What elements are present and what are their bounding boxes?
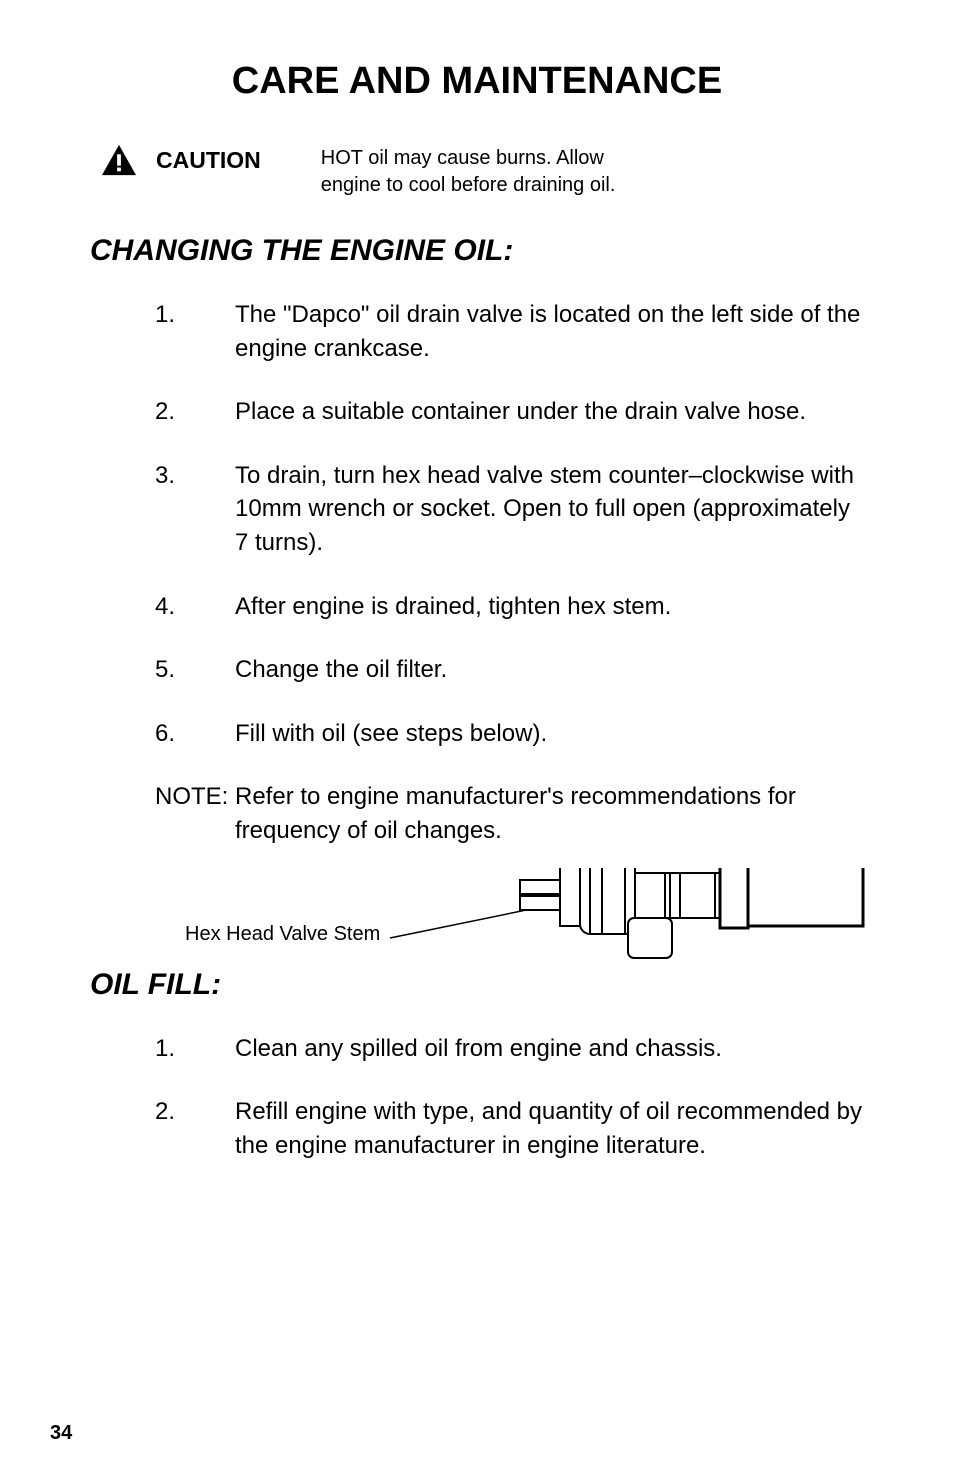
list-item: 2. Place a suitable container under the … — [155, 395, 864, 429]
list-num: 3. — [155, 459, 235, 560]
list-item: 4. After engine is drained, tighten hex … — [155, 590, 864, 624]
list-text: To drain, turn hex head valve stem count… — [235, 459, 864, 560]
page-number: 34 — [50, 1422, 72, 1445]
list-item: 6. Fill with oil (see steps below). — [155, 717, 864, 751]
list-text: Clean any spilled oil from engine and ch… — [235, 1032, 864, 1066]
list-text: Change the oil filter. — [235, 653, 864, 687]
list-item-note: NOTE: Refer to engine manufacturer's rec… — [155, 780, 864, 847]
caution-block: CAUTION HOT oil may cause burns. Allow e… — [100, 143, 864, 199]
list-text: Refill engine with type, and quantity of… — [235, 1095, 864, 1162]
list-item: 1. The "Dapco" oil drain valve is locate… — [155, 298, 864, 365]
list-num: 6. — [155, 717, 235, 751]
oil-fill-list: 1. Clean any spilled oil from engine and… — [155, 1032, 864, 1163]
valve-diagram: Hex Head Valve Stem — [90, 868, 864, 998]
list-text: Place a suitable container under the dra… — [235, 395, 864, 429]
section-changing-oil-title: CHANGING THE ENGINE OIL: — [90, 234, 864, 268]
changing-oil-list: 1. The "Dapco" oil drain valve is locate… — [155, 298, 864, 848]
list-item: 2. Refill engine with type, and quantity… — [155, 1095, 864, 1162]
list-item: 1. Clean any spilled oil from engine and… — [155, 1032, 864, 1066]
list-item: 5. Change the oil filter. — [155, 653, 864, 687]
list-text: Refer to engine manufacturer's recommend… — [235, 780, 864, 847]
caution-line2: engine to cool before draining oil. — [321, 174, 616, 196]
caution-label: CAUTION — [156, 143, 261, 174]
list-num: 1. — [155, 298, 235, 365]
caution-text: HOT oil may cause burns. Allow engine to… — [321, 143, 616, 199]
list-num: 1. — [155, 1032, 235, 1066]
list-num: 4. — [155, 590, 235, 624]
caution-line1: HOT oil may cause burns. Allow — [321, 147, 604, 169]
list-num: 2. — [155, 395, 235, 429]
list-item: 3. To drain, turn hex head valve stem co… — [155, 459, 864, 560]
list-num: NOTE: — [155, 780, 235, 847]
list-text: The "Dapco" oil drain valve is located o… — [235, 298, 864, 365]
list-num: 5. — [155, 653, 235, 687]
warning-icon — [100, 143, 138, 177]
list-text: Fill with oil (see steps below). — [235, 717, 864, 751]
page-title: CARE AND MAINTENANCE — [90, 60, 864, 103]
list-num: 2. — [155, 1095, 235, 1162]
list-text: After engine is drained, tighten hex ste… — [235, 590, 864, 624]
